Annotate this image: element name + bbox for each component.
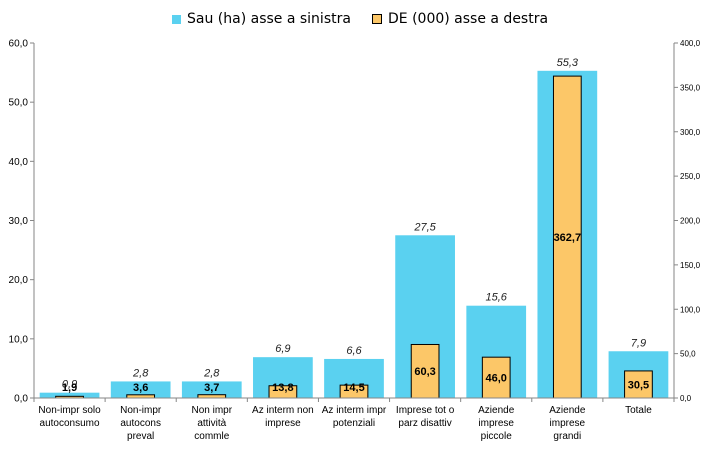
data-label-sau: 7,9 <box>631 337 646 349</box>
y-tick-label-right: 300,0 <box>680 128 701 137</box>
legend-swatch-de <box>372 14 382 24</box>
y-tick-label-right: 200,0 <box>680 217 701 226</box>
x-tick-label: autocons <box>120 418 161 429</box>
y-tick-label-left: 50,0 <box>9 98 29 109</box>
legend-label-de: DE (000) asse a destra <box>388 11 549 27</box>
x-tick-label: parz disattiv <box>398 418 451 429</box>
x-tick-label: attività <box>197 418 226 429</box>
data-label-sau: 6,9 <box>275 343 290 355</box>
legend-label-sau: Sau (ha) asse a sinistra <box>187 11 351 27</box>
legend-swatch-sau <box>172 14 181 24</box>
data-label-sau: 55,3 <box>557 57 579 69</box>
bar-de <box>552 75 582 399</box>
x-tick-label: Non impr <box>191 405 232 416</box>
x-tick-label: preval <box>127 431 154 442</box>
bar-sau <box>39 392 100 398</box>
x-tick-label: Non-impr solo <box>38 405 101 416</box>
data-label-de: 3,7 <box>204 382 219 394</box>
x-tick-label: commle <box>194 431 229 442</box>
x-tick-label: Non-impr <box>120 405 162 416</box>
y-tick-label-left: 30,0 <box>9 216 29 227</box>
x-tick-label: potenziali <box>333 418 375 429</box>
y-tick-label-left: 20,0 <box>9 275 29 286</box>
y-tick-label-right: 50,0 <box>680 350 696 359</box>
data-label-de: 30,5 <box>628 379 649 391</box>
data-label-sau: 0,9 <box>62 379 77 391</box>
y-tick-label-right: 400,0 <box>680 39 701 48</box>
data-label-de: 362,7 <box>554 232 582 244</box>
y-tick-label-right: 0,0 <box>680 394 692 403</box>
y-tick-label-right: 150,0 <box>680 261 701 270</box>
x-tick-label: piccole <box>481 431 513 442</box>
legend: Sau (ha) asse a sinistra DE (000) asse a… <box>0 8 710 30</box>
data-label-de: 1,9 <box>62 382 77 394</box>
bar-sau <box>181 381 242 398</box>
x-tick-label: Az interm impr <box>322 405 387 416</box>
data-label-de: 14,5 <box>343 382 364 394</box>
bar-de <box>624 370 653 399</box>
x-tick-label: imprese <box>550 418 586 429</box>
legend-item-de: DE (000) asse a destra <box>372 8 548 30</box>
y-tick-label-right: 250,0 <box>680 172 701 181</box>
y-tick-label-left: 10,0 <box>9 334 29 345</box>
data-label-sau: 2,8 <box>203 367 220 379</box>
legend-item-sau: Sau (ha) asse a sinistra <box>172 8 351 30</box>
data-label-sau: 15,6 <box>486 292 508 304</box>
y-tick-label-left: 60,0 <box>9 39 29 50</box>
data-label-sau: 27,5 <box>413 221 436 233</box>
y-tick-label-right: 350,0 <box>680 83 701 92</box>
x-tick-label: imprese <box>478 418 514 429</box>
data-label-sau: 6,6 <box>346 345 362 357</box>
x-tick-label: Aziende <box>478 405 515 416</box>
data-label-de: 60,3 <box>414 366 435 378</box>
x-tick-label: imprese <box>265 418 301 429</box>
x-tick-label: grandi <box>553 431 581 442</box>
y-tick-label-right: 100,0 <box>680 305 701 314</box>
y-tick-label-left: 0,0 <box>14 394 28 405</box>
data-label-de: 13,8 <box>272 382 293 394</box>
x-tick-label: Imprese tot o <box>396 405 455 416</box>
data-label-de: 3,6 <box>133 382 148 394</box>
x-tick-label: Az interm non <box>252 405 314 416</box>
x-tick-label: Aziende <box>549 405 586 416</box>
data-label-sau: 2,8 <box>132 367 149 379</box>
y-tick-label-left: 40,0 <box>9 157 29 168</box>
x-tick-label: autoconsumo <box>40 418 100 429</box>
data-label-de: 46,0 <box>486 373 507 385</box>
bar-sau <box>110 381 171 398</box>
bar-de <box>410 343 440 399</box>
x-tick-label: Totale <box>625 405 652 416</box>
